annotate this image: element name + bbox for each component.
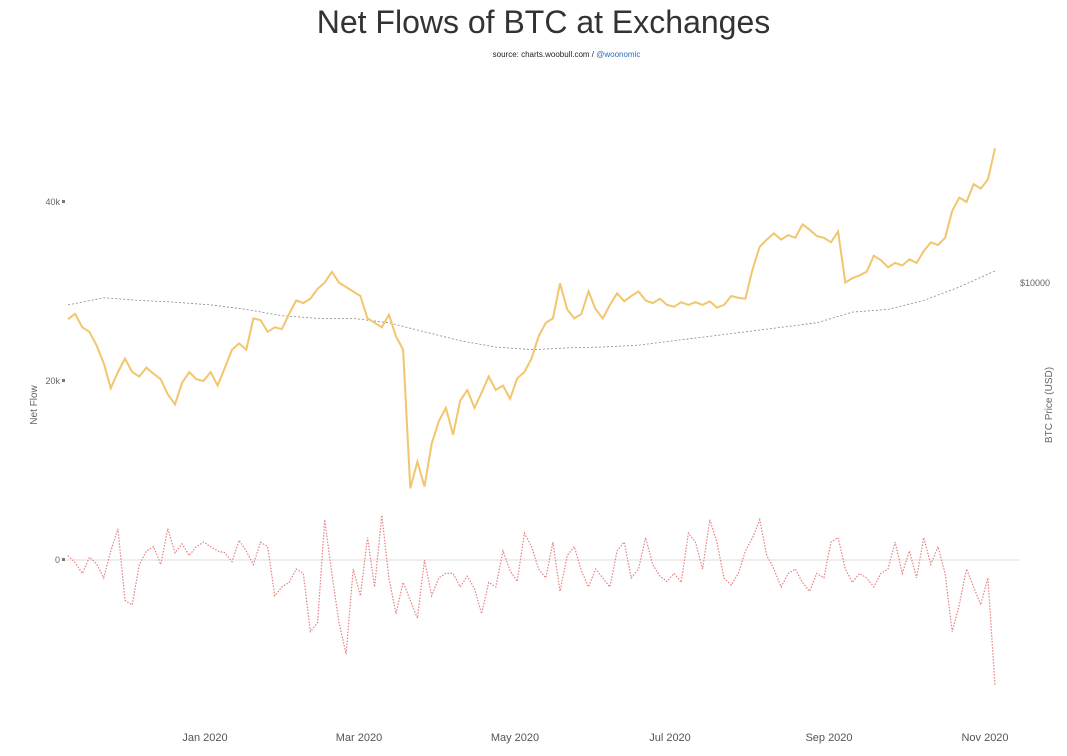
left-axis-title: Net Flow — [29, 384, 40, 424]
left-tick-label: 40k — [45, 197, 60, 207]
cumulative-net-flow-series-line — [67, 148, 996, 489]
right-axis: $10000 BTC Price (USD) — [1020, 278, 1055, 443]
daily-net-flow-series-line — [67, 515, 996, 686]
left-tick-mark — [62, 379, 65, 382]
x-tick-label: Jul 2020 — [649, 732, 691, 744]
source-handle-link[interactable]: @woonomic — [596, 50, 641, 59]
chart-source: source: charts.woobull.com / @woonomic — [0, 50, 1067, 59]
btc-price-series-line — [67, 270, 996, 351]
x-axis: Jan 2020 Mar 2020 May 2020 Jul 2020 Sep … — [182, 732, 1008, 744]
chart-title: Net Flows of BTC at Exchanges — [316, 4, 771, 40]
left-axis: 40k 20k 0 Net Flow — [29, 197, 65, 565]
x-tick-label: Mar 2020 — [336, 732, 382, 744]
x-tick-label: Nov 2020 — [961, 732, 1008, 744]
source-text: source: charts.woobull.com / — [492, 50, 597, 59]
left-tick-mark — [62, 558, 65, 561]
x-tick-label: Jan 2020 — [182, 732, 227, 744]
right-tick-label: $10000 — [1020, 278, 1050, 288]
left-tick-mark — [62, 200, 65, 203]
x-tick-label: May 2020 — [491, 732, 539, 744]
left-tick-label: 20k — [45, 376, 60, 386]
left-tick-label: 0 — [55, 555, 60, 565]
right-axis-title: BTC Price (USD) — [1044, 367, 1055, 443]
x-tick-label: Sep 2020 — [805, 732, 852, 744]
